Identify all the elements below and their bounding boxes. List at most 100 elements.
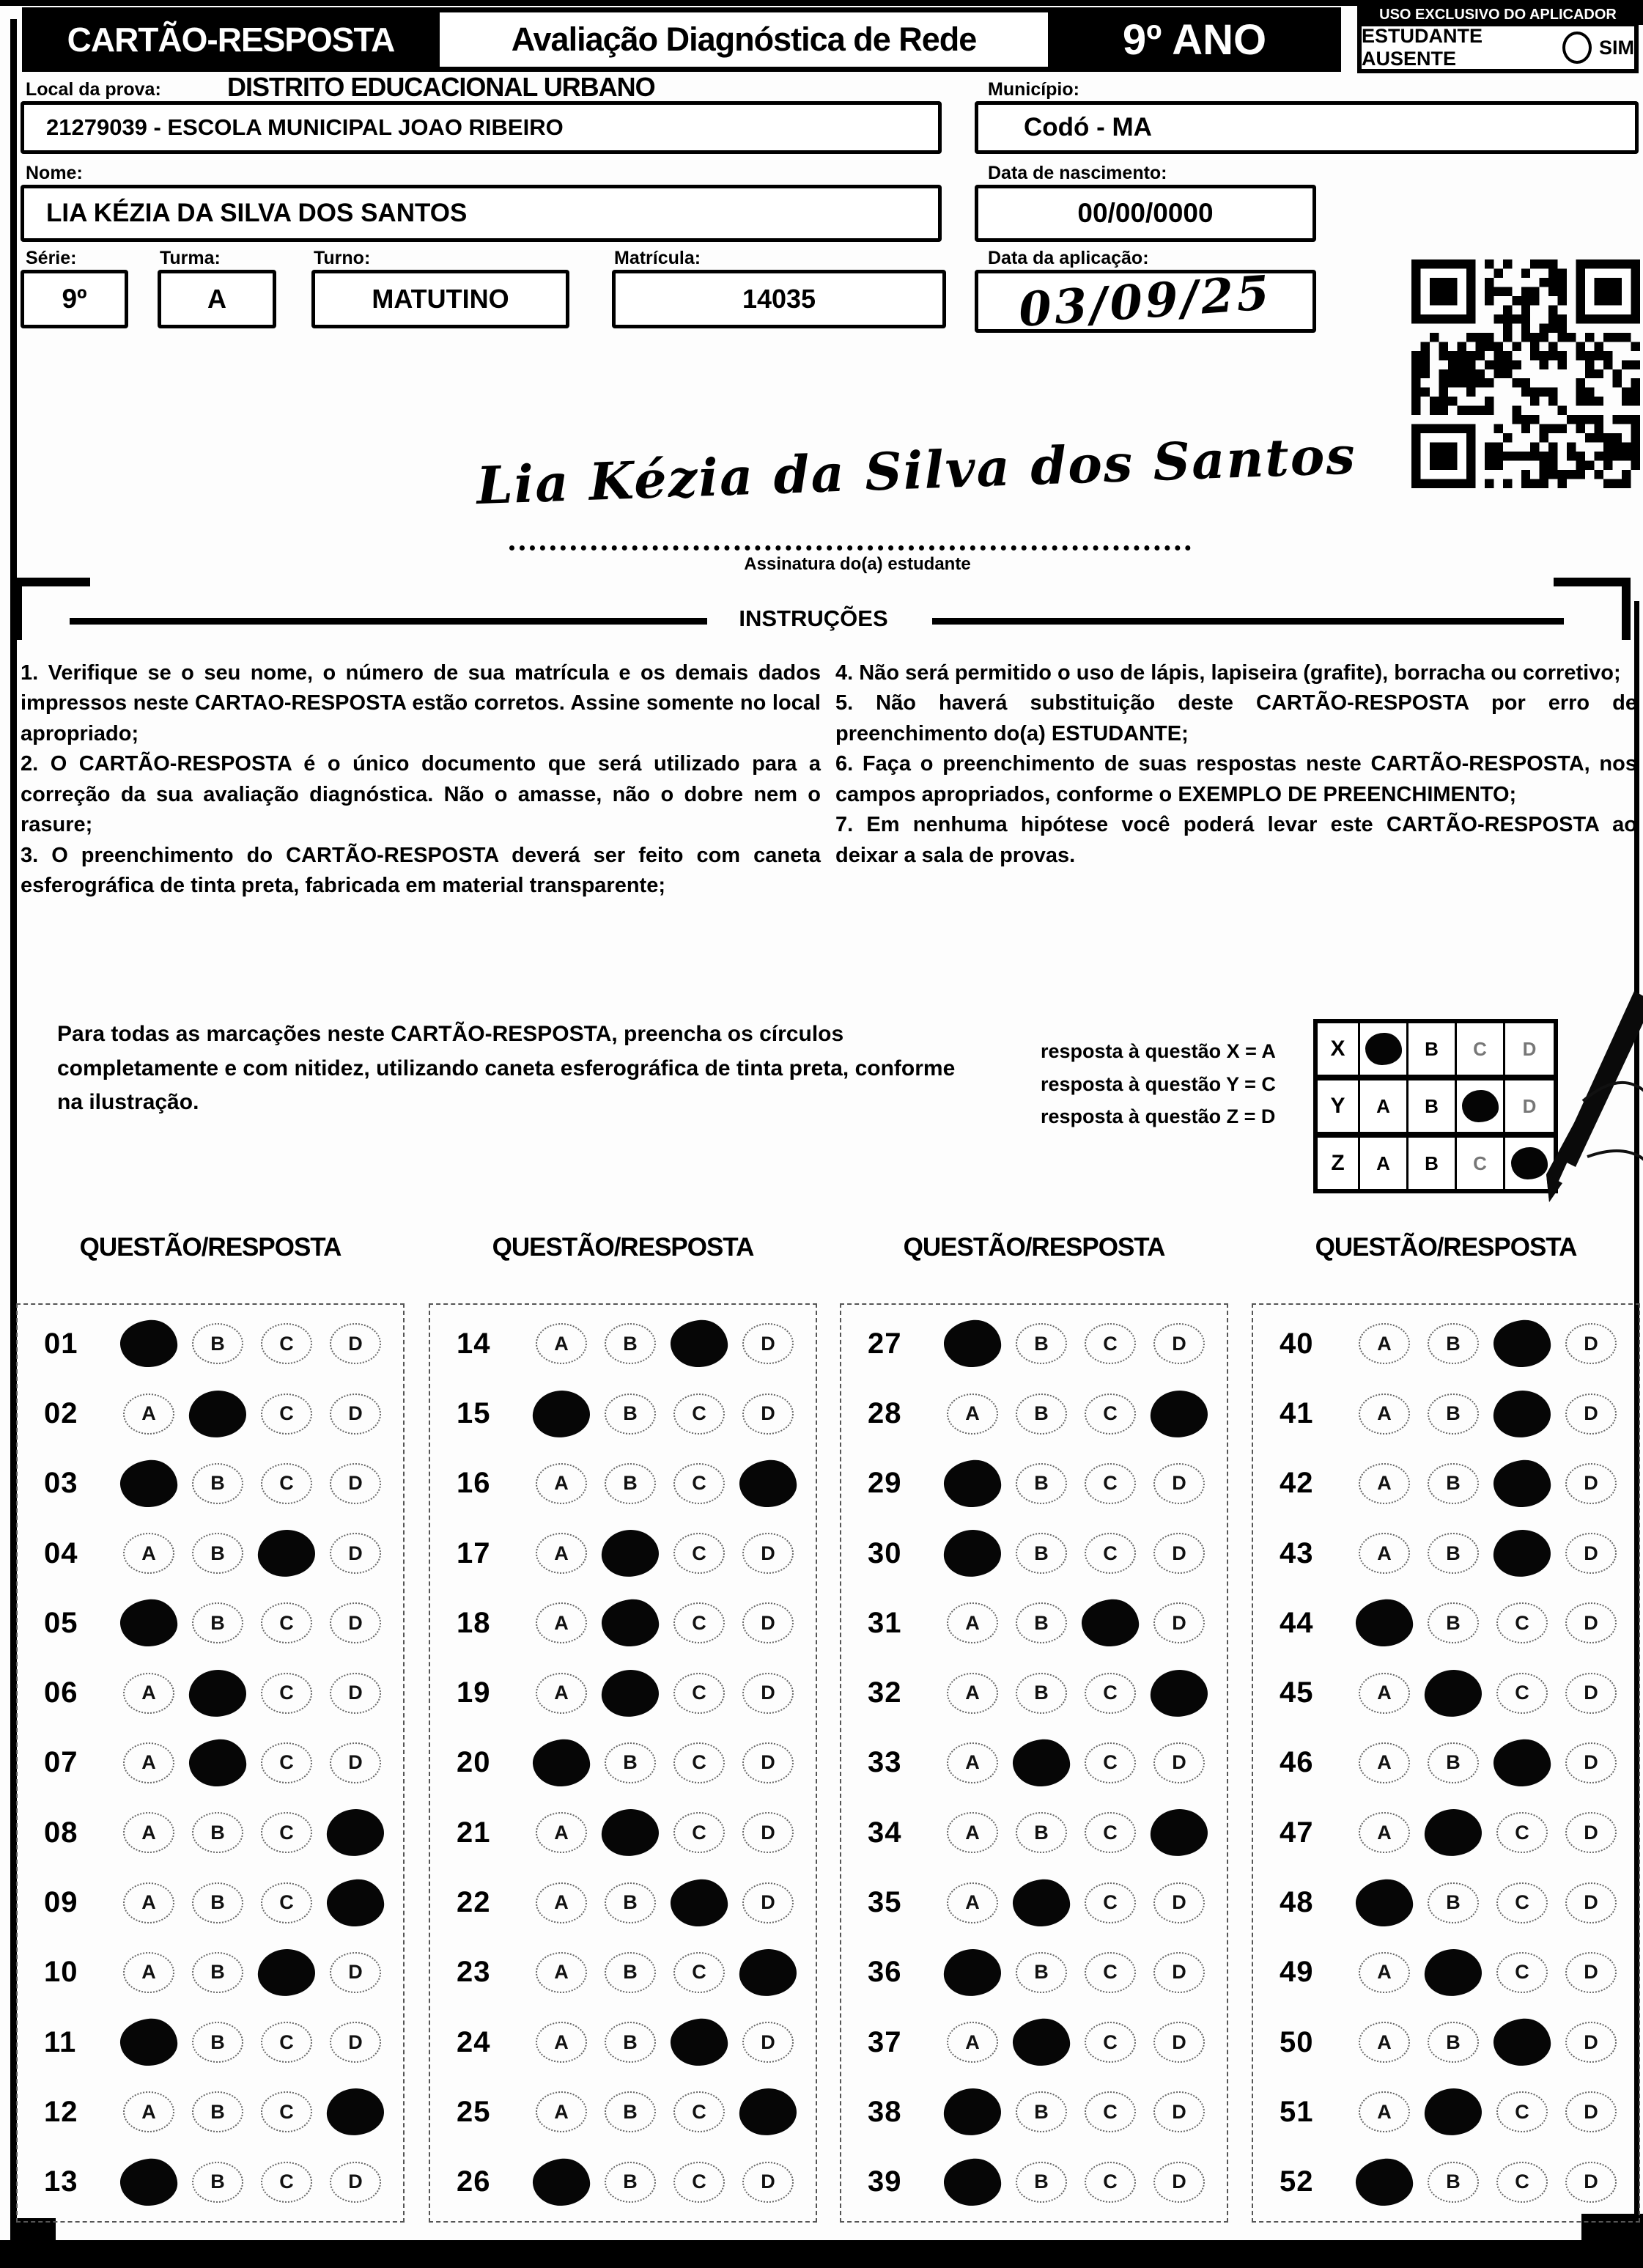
bubble-48-C[interactable]: C: [1496, 1882, 1548, 1923]
bubble-46-B[interactable]: B: [1428, 1742, 1479, 1783]
bubble-40-A[interactable]: A: [1359, 1323, 1410, 1365]
bubble-18-D[interactable]: D: [742, 1602, 794, 1644]
bubble-04-A[interactable]: A: [123, 1533, 174, 1575]
marked-bubble-52-A[interactable]: [1354, 2157, 1415, 2208]
bubble-19-C[interactable]: C: [673, 1672, 725, 1714]
bubble-01-B[interactable]: B: [192, 1323, 243, 1365]
bubble-43-B[interactable]: B: [1428, 1533, 1479, 1575]
bubble-36-C[interactable]: C: [1085, 1951, 1136, 1993]
bubble-23-B[interactable]: B: [605, 1951, 656, 1993]
bubble-01-D[interactable]: D: [330, 1323, 381, 1365]
marked-bubble-29-A[interactable]: [942, 1458, 1003, 1509]
bubble-22-D[interactable]: D: [742, 1882, 794, 1923]
bubble-20-C[interactable]: C: [673, 1742, 725, 1783]
marked-bubble-22-C[interactable]: [668, 1877, 730, 1929]
bubble-29-D[interactable]: D: [1153, 1462, 1205, 1504]
bubble-06-C[interactable]: C: [261, 1672, 312, 1714]
bubble-17-A[interactable]: A: [536, 1533, 587, 1575]
bubble-22-A[interactable]: A: [536, 1882, 587, 1923]
bubble-01-C[interactable]: C: [261, 1323, 312, 1365]
bubble-13-C[interactable]: C: [261, 2161, 312, 2203]
bubble-31-A[interactable]: A: [947, 1602, 998, 1644]
bubble-14-B[interactable]: B: [605, 1323, 656, 1365]
marked-bubble-16-D[interactable]: [737, 1458, 799, 1509]
marked-bubble-26-A[interactable]: [531, 2157, 592, 2208]
bubble-10-B[interactable]: B: [192, 1951, 243, 1993]
bubble-21-A[interactable]: A: [536, 1812, 587, 1854]
bubble-15-B[interactable]: B: [605, 1393, 656, 1435]
bubble-03-C[interactable]: C: [261, 1462, 312, 1504]
bubble-12-A[interactable]: A: [123, 2091, 174, 2133]
bubble-04-D[interactable]: D: [330, 1533, 381, 1575]
bubble-17-C[interactable]: C: [673, 1533, 725, 1575]
bubble-29-C[interactable]: C: [1085, 1462, 1136, 1504]
bubble-34-B[interactable]: B: [1016, 1812, 1067, 1854]
marked-bubble-04-C[interactable]: [256, 1528, 317, 1579]
marked-bubble-51-B[interactable]: [1423, 2087, 1483, 2138]
marked-bubble-48-A[interactable]: [1354, 1877, 1415, 1929]
marked-bubble-01-A[interactable]: [118, 1318, 180, 1369]
bubble-28-C[interactable]: C: [1085, 1393, 1136, 1435]
bubble-10-A[interactable]: A: [123, 1951, 174, 1993]
bubble-52-D[interactable]: D: [1565, 2161, 1617, 2203]
bubble-27-C[interactable]: C: [1085, 1323, 1136, 1365]
bubble-22-B[interactable]: B: [605, 1882, 656, 1923]
bubble-34-C[interactable]: C: [1085, 1812, 1136, 1854]
marked-bubble-25-D[interactable]: [738, 2087, 798, 2138]
marked-bubble-43-C[interactable]: [1492, 1528, 1552, 1579]
bubble-05-C[interactable]: C: [261, 1602, 312, 1644]
marked-bubble-23-D[interactable]: [738, 1947, 798, 1998]
bubble-21-C[interactable]: C: [673, 1812, 725, 1854]
marked-bubble-45-B[interactable]: [1423, 1668, 1483, 1718]
bubble-07-D[interactable]: D: [330, 1742, 381, 1783]
bubble-14-A[interactable]: A: [536, 1323, 587, 1365]
bubble-08-C[interactable]: C: [261, 1812, 312, 1854]
bubble-15-C[interactable]: C: [673, 1393, 725, 1435]
bubble-45-C[interactable]: C: [1496, 1672, 1548, 1714]
bubble-48-B[interactable]: B: [1428, 1882, 1479, 1923]
bubble-23-C[interactable]: C: [673, 1951, 725, 1993]
bubble-49-D[interactable]: D: [1565, 1951, 1617, 1993]
bubble-48-D[interactable]: D: [1565, 1882, 1617, 1923]
bubble-14-D[interactable]: D: [742, 1323, 794, 1365]
bubble-03-D[interactable]: D: [330, 1462, 381, 1504]
bubble-24-A[interactable]: A: [536, 2022, 587, 2063]
marked-bubble-24-C[interactable]: [668, 2017, 730, 2068]
marked-bubble-27-A[interactable]: [942, 1318, 1003, 1369]
marked-bubble-38-A[interactable]: [942, 2087, 1003, 2138]
bubble-39-D[interactable]: D: [1153, 2161, 1205, 2203]
bubble-35-A[interactable]: A: [947, 1882, 998, 1923]
bubble-39-C[interactable]: C: [1085, 2161, 1136, 2203]
bubble-51-C[interactable]: C: [1496, 2091, 1548, 2133]
marked-bubble-50-C[interactable]: [1491, 2017, 1553, 2068]
bubble-11-D[interactable]: D: [330, 2022, 381, 2063]
marked-bubble-05-A[interactable]: [118, 1597, 180, 1649]
bubble-24-B[interactable]: B: [605, 2022, 656, 2063]
bubble-43-A[interactable]: A: [1359, 1533, 1410, 1575]
marked-bubble-13-A[interactable]: [118, 2157, 180, 2208]
bubble-12-C[interactable]: C: [261, 2091, 312, 2133]
bubble-47-D[interactable]: D: [1565, 1812, 1617, 1854]
bubble-45-D[interactable]: D: [1565, 1672, 1617, 1714]
bubble-11-B[interactable]: B: [192, 2022, 243, 2063]
bubble-44-B[interactable]: B: [1428, 1602, 1479, 1644]
marked-bubble-32-D[interactable]: [1149, 1668, 1209, 1718]
bubble-32-A[interactable]: A: [947, 1672, 998, 1714]
marked-bubble-08-D[interactable]: [325, 1808, 385, 1858]
bubble-08-B[interactable]: B: [192, 1812, 243, 1854]
bubble-37-A[interactable]: A: [947, 2022, 998, 2063]
marked-bubble-49-B[interactable]: [1423, 1947, 1483, 1998]
bubble-19-A[interactable]: A: [536, 1672, 587, 1714]
bubble-38-D[interactable]: D: [1153, 2091, 1205, 2133]
bubble-38-C[interactable]: C: [1085, 2091, 1136, 2133]
marked-bubble-47-B[interactable]: [1423, 1808, 1483, 1858]
bubble-42-A[interactable]: A: [1359, 1462, 1410, 1504]
bubble-02-A[interactable]: A: [123, 1393, 174, 1435]
bubble-16-B[interactable]: B: [605, 1462, 656, 1504]
bubble-05-B[interactable]: B: [192, 1602, 243, 1644]
bubble-26-D[interactable]: D: [742, 2161, 794, 2203]
marked-bubble-41-C[interactable]: [1492, 1388, 1552, 1439]
bubble-19-D[interactable]: D: [742, 1672, 794, 1714]
bubble-49-C[interactable]: C: [1496, 1951, 1548, 1993]
bubble-15-D[interactable]: D: [742, 1393, 794, 1435]
